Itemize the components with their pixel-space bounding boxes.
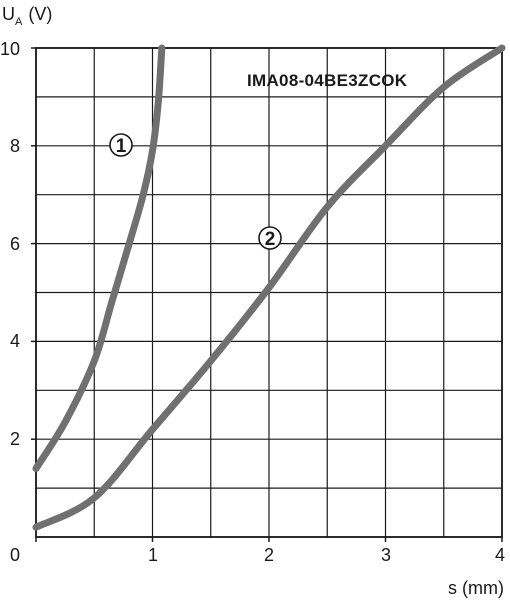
y-axis-label-subscript: A (15, 16, 23, 28)
x-tick-label-4: 4 (495, 545, 505, 565)
x-tick-label-1: 1 (148, 545, 158, 565)
y-tick-label-6: 6 (10, 234, 20, 254)
series-2-line (32, 44, 506, 531)
y-tick-label-10: 10 (0, 39, 20, 59)
y-axis-label-unit: (V) (28, 4, 52, 24)
x-axis-label: s (mm) (448, 578, 504, 598)
series-1-marker-label: 1 (116, 136, 127, 157)
series-2-marker-circle (258, 226, 282, 250)
y-axis-label: UA (V) (2, 4, 52, 28)
y-tick-label-2: 2 (10, 429, 20, 449)
y-tick-label-8: 8 (10, 136, 20, 156)
plot-frame (31, 47, 503, 542)
series-1-line (32, 44, 166, 473)
model-annotation: IMA08-04BE3ZCOK (247, 71, 408, 90)
series-1-marker: 1 (109, 133, 133, 157)
series-2-marker-label: 2 (265, 229, 276, 250)
y-tick-labels: 10 8 6 4 2 (0, 39, 20, 449)
series-1-marker-circle (109, 133, 133, 157)
series-group (32, 44, 506, 531)
x-tick-label-0: 0 (10, 545, 20, 565)
series-2-marker: 2 (258, 226, 282, 250)
x-tick-label-3: 3 (381, 545, 391, 565)
grid (35, 47, 503, 538)
y-tick-label-4: 4 (10, 331, 20, 351)
x-tick-labels: 0 1 2 3 4 (10, 545, 505, 565)
y-axis-label-main: U (2, 4, 15, 24)
x-tick-label-2: 2 (264, 545, 274, 565)
